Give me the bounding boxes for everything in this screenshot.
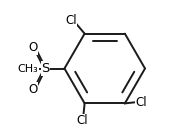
Text: O: O bbox=[29, 83, 38, 96]
Text: CH₃: CH₃ bbox=[18, 64, 39, 73]
Text: Cl: Cl bbox=[76, 114, 88, 127]
Text: S: S bbox=[42, 62, 50, 75]
Text: Cl: Cl bbox=[65, 14, 77, 27]
Text: Cl: Cl bbox=[136, 95, 147, 109]
Text: O: O bbox=[29, 41, 38, 54]
